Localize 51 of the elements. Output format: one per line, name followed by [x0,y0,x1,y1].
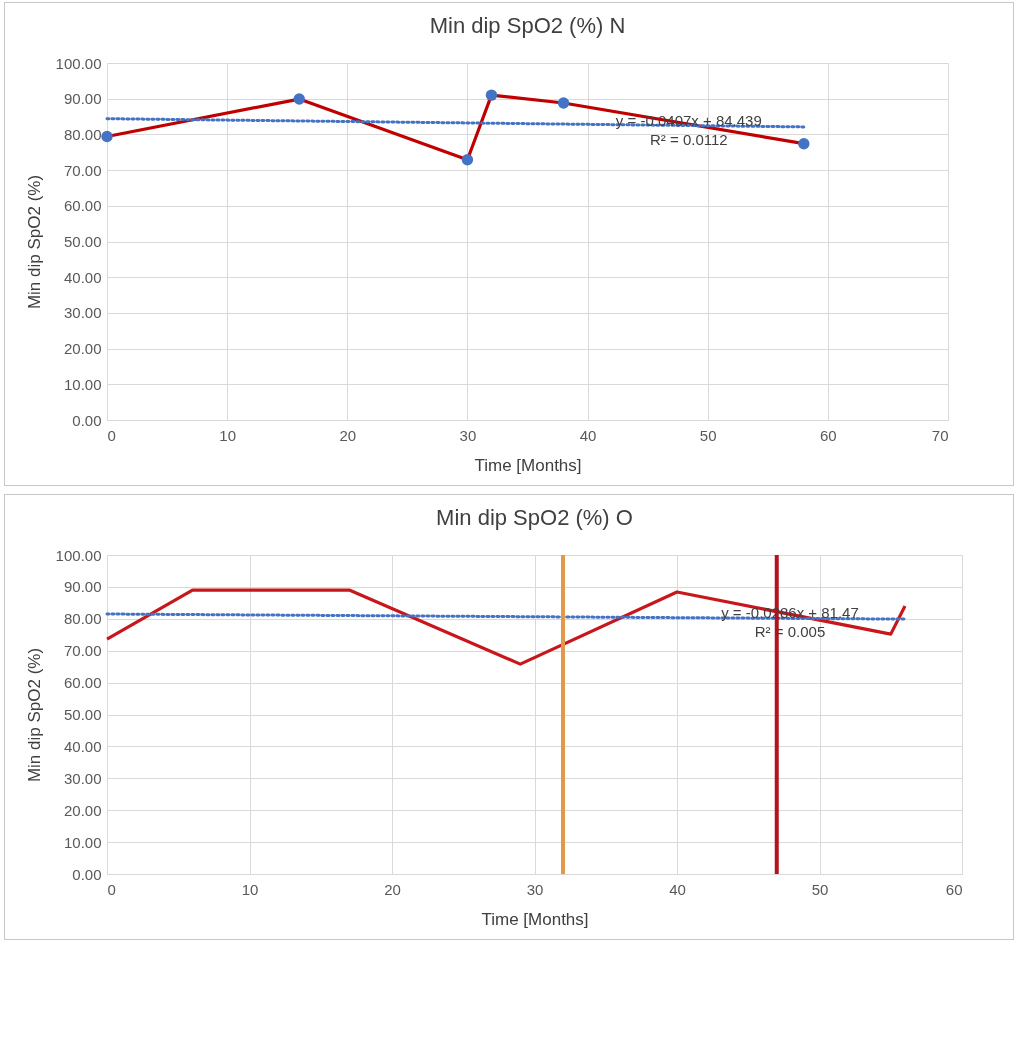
x-tick-label: 60 [945,880,963,898]
y-tick-label: 0.00 [72,411,102,429]
y-tick-label: 20.00 [63,340,102,358]
y-tick-label: 40.00 [63,268,102,286]
y-tick-label: 70.00 [63,161,102,179]
y-tick-label: 0.00 [72,865,102,883]
chart-title: Min dip SpO2 (%) O [436,505,633,530]
y-tick-label: 30.00 [63,769,102,787]
point [557,97,570,109]
y-tick-label: 90.00 [63,90,102,108]
y-axis-title: Min dip SpO2 (%) [24,174,44,310]
chart-title: Min dip SpO2 (%) N [429,13,626,38]
y-tick-label: 20.00 [63,801,102,819]
x-tick-label: 10 [241,880,259,898]
x-axis-title: Time [Months] [481,909,589,929]
y-axis-title: Min dip SpO2 (%) [24,647,44,783]
y-tick-label: 10.00 [63,375,102,393]
y-tick-label: 60.00 [63,674,102,692]
y-tick-label: 30.00 [63,304,102,322]
x-tick-label: 30 [459,426,477,444]
y-tick-label: 10.00 [63,833,102,851]
x-axis-title: Time [Months] [474,455,582,475]
line-series [105,588,907,666]
x-tick-label: 10 [219,426,236,444]
y-tick-label: 50.00 [63,233,102,250]
y-tick-label: 60.00 [63,197,102,215]
y-tick-label: 100.00 [55,546,102,564]
y-tick-label: 100.00 [55,54,102,72]
x-tick-label: 50 [811,880,829,898]
x-tick-label: 30 [526,880,544,898]
y-tick-label: 40.00 [63,737,102,755]
x-tick-label: 40 [579,426,597,444]
x-tick-label: 70 [931,426,949,444]
x-tick-label: 40 [669,880,686,898]
point [293,93,305,105]
y-tick-label: 80.00 [63,125,102,143]
point [101,130,113,143]
x-tick-label: 20 [384,880,401,898]
y-tick-label: 50.00 [63,706,102,723]
x-tick-label: 0 [107,880,116,898]
point [798,137,810,150]
x-tick-label: 60 [820,426,837,444]
x-tick-label: 20 [339,426,357,444]
point [461,154,474,166]
x-tick-label: 50 [699,426,717,444]
x-tick-label: 0 [107,426,116,444]
y-tick-label: 80.00 [63,610,102,628]
point [485,89,498,101]
y-tick-label: 90.00 [63,578,102,596]
y-tick-label: 70.00 [63,642,102,660]
annotation: R² = 0.0112 [649,130,728,148]
